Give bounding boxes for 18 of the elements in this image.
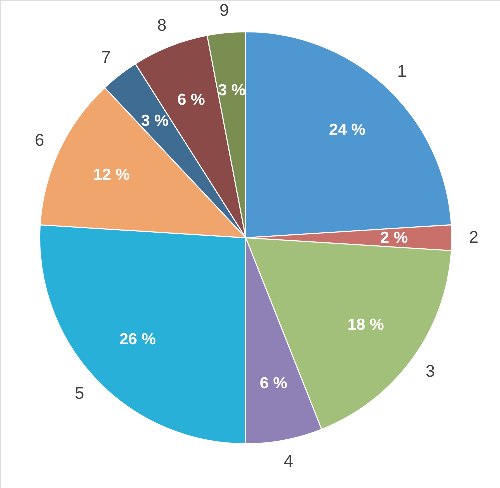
data-label: 3 %	[218, 82, 246, 100]
slice-label: 9	[220, 1, 230, 20]
data-label: 26 %	[120, 332, 156, 349]
slice-label: 4	[284, 452, 294, 471]
slice-label: 5	[75, 384, 85, 404]
slice-label: 1	[397, 62, 407, 81]
slice-label: 3	[426, 362, 436, 382]
slice-label: 8	[157, 16, 167, 36]
data-label: 2 %	[380, 230, 408, 247]
data-label: 3 %	[141, 112, 169, 130]
slice-label: 7	[102, 48, 111, 67]
slice-label: 2	[469, 228, 479, 247]
data-label: 24 %	[329, 122, 366, 139]
data-label: 12 %	[94, 166, 130, 184]
data-label: 18 %	[348, 317, 384, 334]
slice-label: 6	[34, 130, 44, 150]
data-label: 6 %	[260, 376, 288, 393]
data-label: 6 %	[178, 92, 206, 110]
